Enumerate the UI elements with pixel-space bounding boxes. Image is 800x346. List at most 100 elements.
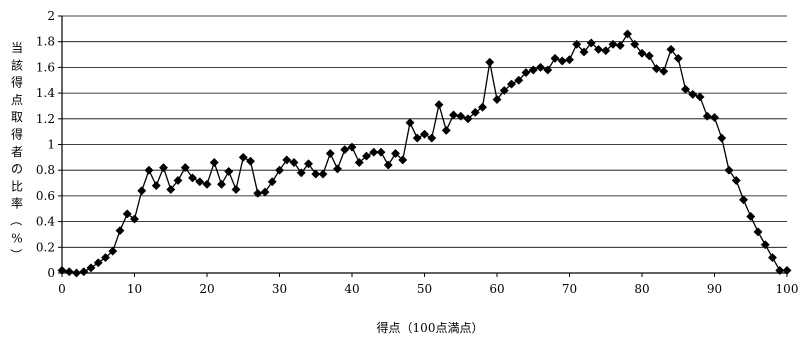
data-point [470,107,480,117]
data-point [332,164,343,174]
data-point [427,133,437,143]
data-point [767,253,778,263]
data-point [550,53,560,63]
y-tick-label: 0.4 [36,215,55,229]
y-tick-label: 0 [47,266,55,280]
data-point [405,118,415,128]
y-axis-title-char: 該 [11,57,23,72]
data-point [666,44,676,54]
y-tick-label: 1.2 [36,112,55,126]
data-point [738,195,749,205]
y-axis-title-char: 得 [11,75,23,90]
data-point [224,166,234,177]
data-point [144,165,154,175]
data-point [680,84,691,94]
gridlines [62,15,787,274]
y-tick-labels: 0 0.2 0.4 0.6 0.8 1 1.2 1.4 1.6 1.8 2 [36,9,55,280]
data-point [579,47,589,57]
data-point [195,177,205,187]
data-point [702,111,712,121]
data-point [274,165,285,175]
data-point [419,129,430,139]
y-axis-title-char: 得 [11,127,23,142]
data-point [361,151,372,161]
data-point [543,65,553,75]
x-tick-label: 0 [58,282,66,296]
data-series [57,29,792,278]
data-point [354,157,364,168]
y-axis-title-char: 者 [11,145,23,159]
y-axis-title-char: 比 [11,179,23,193]
x-tick-label: 90 [707,282,722,296]
data-point [709,112,720,123]
y-tick-label: 0.6 [36,189,55,203]
data-point [245,156,256,166]
data-point [289,157,299,168]
data-point [303,159,314,169]
data-point [151,181,161,191]
y-axis-title-char: 取 [11,110,23,124]
x-axis-title: 得点（100点満点） [377,320,484,335]
data-point [282,155,292,165]
data-point [622,29,633,39]
data-point [129,214,140,224]
data-point [608,39,618,49]
data-point [253,188,263,198]
data-point [644,51,654,61]
data-point [209,157,219,168]
x-tick-label: 40 [344,282,359,296]
y-tick-label: 1.8 [36,35,55,49]
y-tick-label: 2 [47,9,55,23]
data-point [318,169,328,179]
data-point [108,246,118,256]
data-point [311,169,321,179]
y-axis-title-char: 点 [11,93,23,107]
y-tick-label: 0.2 [36,240,55,254]
data-point [122,209,132,219]
x-tick-labels: 0 10 20 30 40 50 60 70 80 90 100 [58,282,798,296]
data-point [202,179,212,189]
data-point [557,56,567,66]
data-point [593,44,604,54]
data-point [775,265,785,275]
data-point [492,94,502,105]
data-point [325,148,335,159]
data-point [485,57,495,67]
data-point [717,133,727,143]
data-point [615,41,625,51]
data-point [463,114,473,124]
data-point [572,39,582,49]
data-point [260,187,270,197]
data-point [390,148,401,159]
data-point [115,226,125,236]
x-tick-label: 10 [127,282,142,296]
data-point [448,110,459,120]
data-point [166,184,176,195]
data-point [79,267,89,277]
data-point [688,89,698,99]
data-point [180,163,190,173]
data-point [659,66,669,76]
x-tick-label: 60 [489,282,504,296]
data-point [238,152,248,162]
data-point [296,168,306,178]
data-point [57,265,67,275]
axes [58,15,788,277]
data-point [86,263,96,273]
data-point [651,64,662,74]
data-point [398,155,408,165]
data-point [434,100,444,110]
data-point [724,165,734,175]
data-point [369,147,379,157]
data-point [340,145,350,155]
y-axis-title-char: ） [9,249,23,261]
data-point [187,173,198,183]
x-tick-label: 100 [776,282,799,296]
data-point [158,163,169,173]
data-point [535,62,546,72]
y-tick-label: 1.6 [36,60,55,74]
data-point [564,55,575,65]
